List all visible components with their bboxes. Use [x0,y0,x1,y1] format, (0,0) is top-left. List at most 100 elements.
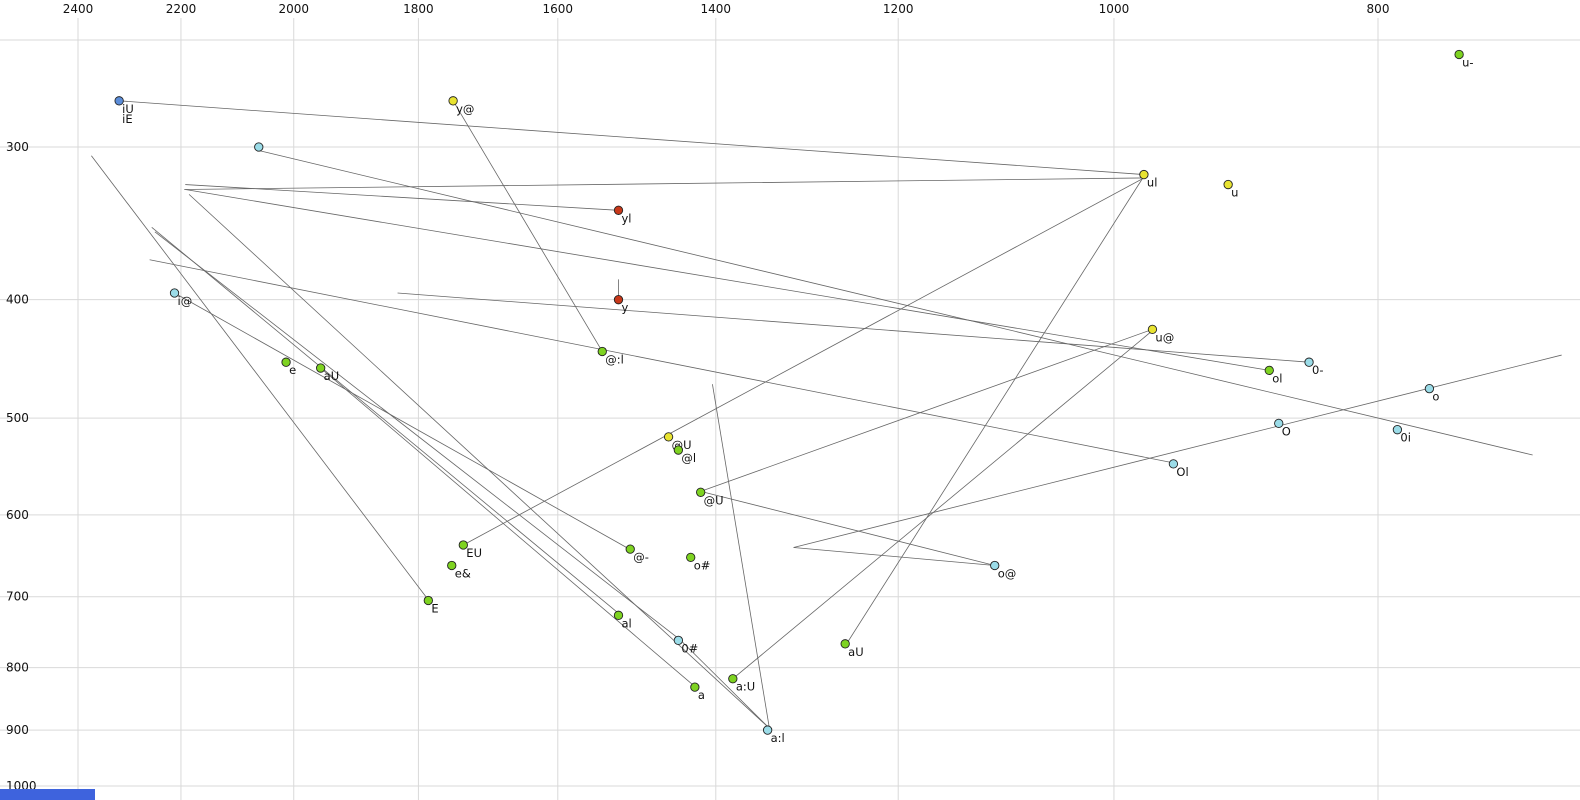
data-point [281,357,291,367]
data-point [613,205,624,215]
x-axis-tick-label: 1200 [883,2,914,16]
data-point [1392,425,1403,435]
data-point [597,346,607,357]
point-label: 0# [681,641,698,655]
trajectory-line [845,176,1145,645]
y-axis-tick-label: 600 [6,508,29,522]
data-point [673,445,684,455]
trajectory-line [700,328,1153,492]
point-label: a [698,688,705,702]
trajectory-line [463,177,1145,546]
selection-strip [0,789,95,800]
point-label: @U [704,493,724,507]
data-point [728,674,738,684]
data-point [990,560,1000,571]
point-label: o@ [998,566,1017,580]
point-label: a:l [771,731,785,745]
x-axis-tick-label: 1400 [701,2,732,16]
trajectory-line [452,100,603,352]
point-label: Ol [1176,465,1188,479]
trajectory-line [185,189,1270,371]
data-point [1264,365,1274,376]
point-label: @:l [605,352,624,366]
x-axis-tick-label: 800 [1367,2,1390,16]
trajectory-line [184,177,1147,190]
point-label: u [1231,186,1238,200]
y-axis-tick-label: 700 [6,590,29,604]
point-label: u- [1462,55,1473,69]
data-point [447,560,457,571]
x-axis-tick-label: 2000 [278,2,309,16]
trajectory-line [712,384,770,729]
trajectory-line [732,330,1153,680]
trajectory-line [149,259,1174,464]
y-axis-tick-label: 900 [6,723,29,737]
point-label: u@ [1155,330,1174,344]
x-axis-tick-label: 2200 [166,2,197,16]
trajectory-line [397,292,1310,363]
point-label: a:U [736,680,755,694]
point-label: aU [848,645,863,659]
trajectory-line [151,226,621,615]
data-point [1147,324,1158,335]
data-point [1223,179,1233,190]
data-point [762,725,773,735]
data-point [254,142,264,152]
point-label: e& [455,566,471,580]
data-point [1424,384,1435,394]
point-label: aU [324,369,339,383]
data-point [673,635,684,645]
point-label: E [431,601,438,615]
y-axis-tick-label: 400 [6,293,29,307]
trajectory-line [679,639,770,729]
data-point [448,96,458,106]
data-point [663,432,674,442]
data-point [114,96,124,106]
data-point [1274,418,1284,429]
trajectory-line [174,292,630,550]
y-axis-tick-label: 500 [6,411,29,425]
point-label: y [621,301,628,315]
data-point [690,682,700,692]
trajectory-line [258,150,1533,456]
trajectory-line [320,367,695,687]
data-point [613,610,624,620]
x-axis-tick-label: 1800 [403,2,434,16]
point-label: y@ [456,102,474,116]
data-point [840,639,850,649]
point-label: iE [122,112,132,126]
point-label: ul [1147,176,1157,190]
trajectory-line [700,490,995,566]
point-label: ol [1272,371,1282,385]
point-label: O [1282,424,1291,438]
trajectory-line [793,547,995,566]
x-axis-tick-label: 1000 [1099,2,1130,16]
data-point [1454,49,1464,60]
point-label: o [1432,390,1439,404]
point-label: al [621,616,631,630]
trajectory-line [185,184,619,211]
y-axis-tick-label: 800 [6,661,29,675]
trajectory-line [188,194,770,729]
data-point [686,552,696,563]
point-label: 0- [1312,363,1323,377]
point-label: e [289,363,296,377]
x-axis-tick-label: 2400 [63,2,94,16]
trajectory-line [793,354,1562,548]
trajectory-line [119,100,1144,175]
data-point [458,540,468,550]
data-point [423,595,433,606]
data-point [316,363,326,373]
trajectory-line [154,231,681,640]
point-label: iU [122,102,134,116]
trajectory-line [91,155,428,600]
data-point [1139,169,1149,180]
point-label: EU [466,546,482,560]
data-point [1304,357,1314,367]
data-point [696,487,706,497]
x-axis-tick-label: 1600 [543,2,574,16]
data-point [169,288,180,298]
point-label: 0i [1400,431,1411,445]
